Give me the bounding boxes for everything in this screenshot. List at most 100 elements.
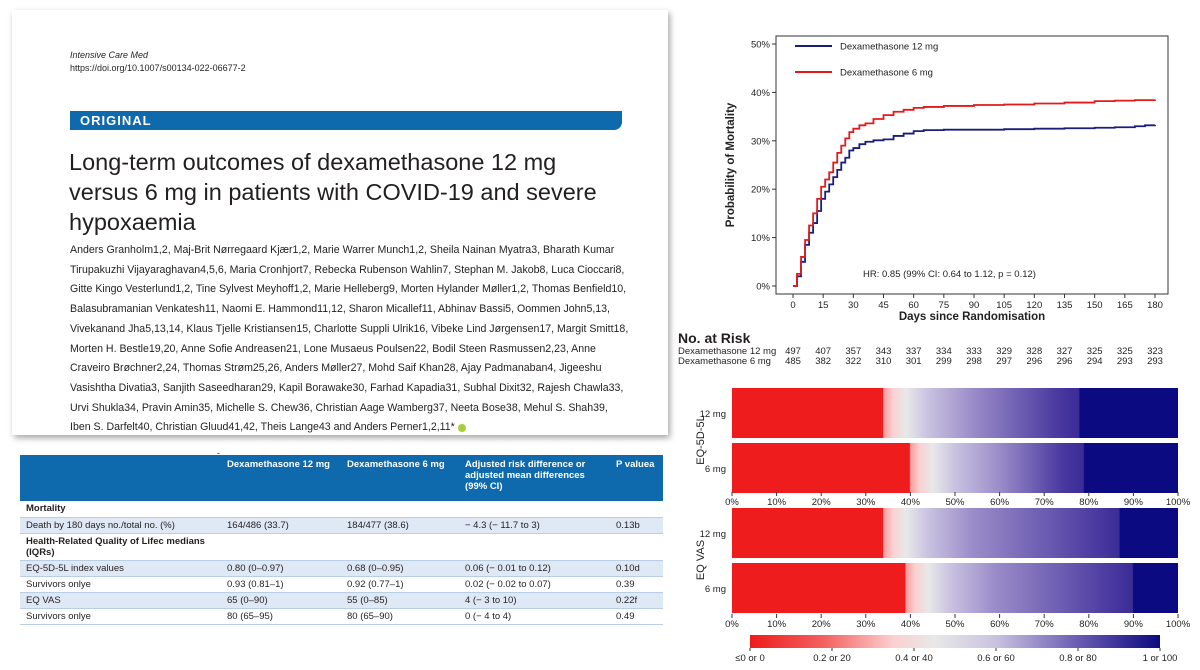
table-cell: Health-Related Quality of Lifec medians … bbox=[20, 533, 221, 561]
legend-label: Dexamethasone 12 mg bbox=[840, 42, 938, 53]
colorbar-label: 1 or 100 bbox=[1143, 653, 1178, 664]
bar-tick-label: 70% bbox=[1035, 619, 1055, 630]
plot-frame bbox=[775, 35, 1169, 295]
panel-label: EQ-5D-5L bbox=[695, 415, 707, 465]
table-cell bbox=[610, 501, 663, 518]
risk-count: 299 bbox=[935, 356, 952, 367]
table-cell: 0.80 (0–0.97) bbox=[221, 560, 341, 577]
table-row: Death by 180 days no./total no. (%) 164/4… bbox=[20, 517, 663, 534]
table-cell: EQ-5D-5L index values bbox=[20, 560, 221, 577]
panel-label: EQ VAS bbox=[695, 540, 707, 580]
paper-title: Long-term outcomes of dexamethasone 12 m… bbox=[69, 149, 597, 235]
x-tick-label: 60 bbox=[908, 300, 919, 311]
table-cell: 55 (0–85) bbox=[341, 592, 459, 609]
x-tick-label: 75 bbox=[939, 300, 950, 311]
bar-tick-label: 80% bbox=[1079, 619, 1099, 630]
table-cell bbox=[221, 501, 341, 518]
bar-tick-label: 60% bbox=[990, 619, 1010, 630]
bar-tick-label: 10% bbox=[767, 497, 787, 508]
x-tick-label: 45 bbox=[878, 300, 889, 311]
x-tick-label: 165 bbox=[1117, 300, 1133, 311]
bar-tick-label: 30% bbox=[856, 619, 876, 630]
risk-count: 301 bbox=[905, 356, 922, 367]
bar-tick-label: 100% bbox=[1166, 619, 1190, 630]
risk-row-label: Dexamethasone 12 mg bbox=[678, 346, 777, 357]
table-cell: 0.06 (− 0.01 to 0.12) bbox=[459, 560, 610, 577]
table-row: EQ VAS 65 (0–90) 55 (0–85) 4 (− 3 to 10) 0.2… bbox=[20, 592, 663, 609]
risk-count: 297 bbox=[996, 356, 1013, 367]
risk-count: 485 bbox=[785, 356, 801, 367]
table-cell: 4 (− 3 to 10) bbox=[459, 592, 610, 609]
risk-count: 382 bbox=[815, 356, 832, 367]
stray-mark: - bbox=[217, 448, 220, 458]
risk-count: 323 bbox=[1147, 346, 1163, 357]
y-tick-label: 50% bbox=[751, 40, 771, 51]
risk-row-label: Dexamethasone 6 mg bbox=[678, 356, 771, 367]
colorbar-label: ≤0 or 0 bbox=[735, 653, 765, 664]
bar-tick-label: 30% bbox=[856, 497, 876, 508]
risk-count: 497 bbox=[785, 346, 801, 357]
x-tick-label: 150 bbox=[1087, 300, 1103, 311]
risk-count: 407 bbox=[815, 346, 832, 357]
article-type-banner: ORIGINAL bbox=[70, 111, 622, 130]
table-cell: 80 (65–90) bbox=[341, 608, 459, 625]
risk-count: 327 bbox=[1056, 346, 1073, 357]
bar-tick-label: 0% bbox=[725, 619, 739, 630]
table-cell: − 4.3 (− 11.7 to 3) bbox=[459, 517, 610, 534]
x-axis-label: Days since Randomisation bbox=[899, 311, 1045, 323]
stacked-bar bbox=[732, 443, 1178, 493]
table-cell: 0.68 (0–0.95) bbox=[341, 560, 459, 577]
x-tick-label: 0 bbox=[790, 300, 795, 311]
number-at-risk-title: No. at Risk bbox=[678, 330, 751, 346]
stacked-bar bbox=[732, 508, 1178, 558]
bar-tick-label: 20% bbox=[812, 619, 832, 630]
table-header-row: Dexamethasone 12 mg Dexamethasone 6 mg A… bbox=[20, 455, 663, 501]
y-tick-label: 0% bbox=[756, 282, 770, 293]
table-header-cell: Dexamethasone 6 mg bbox=[341, 455, 459, 501]
table-cell: 65 (0–90) bbox=[221, 592, 341, 609]
table-cell bbox=[341, 533, 459, 561]
x-tick-label: 120 bbox=[1026, 300, 1042, 311]
bar-tick-label: 50% bbox=[945, 619, 965, 630]
orcid-icon[interactable] bbox=[457, 423, 466, 432]
doi-link[interactable]: https://doi.org/10.1007/s00134-022-06677… bbox=[70, 63, 246, 73]
table-cell: 0.13b bbox=[610, 517, 663, 534]
colorbar bbox=[750, 635, 1160, 648]
table-header-cell: Dexamethasone 12 mg bbox=[221, 455, 341, 501]
paper-header-card: Intensive Care Med https://doi.org/10.10… bbox=[12, 10, 668, 435]
risk-count: 357 bbox=[845, 346, 862, 357]
bar-tick-label: 90% bbox=[1124, 497, 1144, 508]
risk-count: 293 bbox=[1147, 356, 1163, 367]
y-tick-label: 10% bbox=[751, 233, 771, 244]
table-header-cell: Adjusted risk difference or adjusted mea… bbox=[459, 455, 610, 501]
y-tick-label: 40% bbox=[751, 88, 771, 99]
risk-count: 296 bbox=[1056, 356, 1073, 367]
series-line bbox=[793, 99, 1156, 287]
risk-count: 294 bbox=[1086, 356, 1103, 367]
table-cell: EQ VAS bbox=[20, 592, 221, 609]
table-cell: 0.92 (0.77–1) bbox=[341, 576, 459, 593]
table-row: Survivors onlye 80 (65–95) 80 (65–90) 0 (− … bbox=[20, 608, 663, 625]
bar-tick-label: 90% bbox=[1124, 619, 1144, 630]
table-cell: 164/486 (33.7) bbox=[221, 517, 341, 534]
hazard-ratio-annotation: HR: 0.85 (99% CI: 0.64 to 1.12, p = 0.12… bbox=[863, 269, 1036, 280]
table-row: Survivors onlye 0.93 (0.81–1) 0.92 (0.77–1… bbox=[20, 576, 663, 593]
x-tick-label: 180 bbox=[1147, 300, 1163, 311]
table-cell bbox=[221, 533, 341, 561]
results-table: Dexamethasone 12 mg Dexamethasone 6 mg A… bbox=[20, 455, 663, 625]
legend-label: Dexamethasone 6 mg bbox=[840, 68, 933, 79]
table-cell: 0.10d bbox=[610, 560, 663, 577]
risk-count: 325 bbox=[1086, 346, 1103, 357]
author-list: Anders Granholm1,2, Maj-Brit Nørregaard … bbox=[70, 241, 630, 438]
table-cell: 0.49 bbox=[610, 608, 663, 625]
risk-count: 296 bbox=[1026, 356, 1043, 367]
risk-count: 322 bbox=[845, 356, 862, 367]
x-tick-label: 105 bbox=[996, 300, 1012, 311]
x-tick-label: 90 bbox=[969, 300, 980, 311]
table-cell: 184/477 (38.6) bbox=[341, 517, 459, 534]
table-header-cell: P valuea bbox=[610, 455, 663, 501]
bar-category-label: 6 mg bbox=[705, 584, 726, 595]
bar-category-label: 6 mg bbox=[705, 464, 726, 475]
table-cell: 80 (65–95) bbox=[221, 608, 341, 625]
